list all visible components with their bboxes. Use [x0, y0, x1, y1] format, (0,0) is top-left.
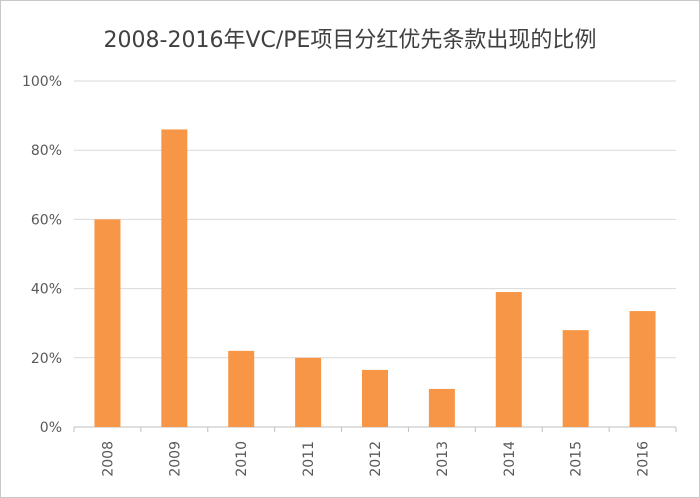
x-tick-label: 2013: [435, 441, 451, 477]
bar-2013: [428, 388, 455, 427]
bar-2015: [562, 330, 589, 427]
x-tick-label: 2009: [167, 441, 183, 477]
bar-2011: [295, 357, 322, 427]
bar-2016: [629, 311, 656, 427]
x-tick-label: 2015: [569, 441, 585, 477]
x-tick-label: 2010: [234, 441, 250, 477]
x-tick-label: 2011: [301, 441, 317, 477]
y-tick-label: 0%: [40, 420, 62, 436]
bar-2009: [161, 129, 188, 427]
x-tick-label: 2014: [502, 441, 518, 477]
x-tick-label: 2012: [368, 441, 384, 477]
x-tick-label: 2016: [636, 441, 652, 477]
x-tick-label: 2008: [100, 441, 116, 477]
chart-title: 2008-2016年VC/PE项目分红优先条款出现的比例: [103, 28, 597, 53]
y-tick-label: 80%: [31, 143, 62, 159]
y-tick-label: 60%: [31, 212, 62, 228]
bar-2014: [495, 292, 522, 427]
bar-2008: [94, 219, 121, 427]
y-tick-label: 20%: [31, 351, 62, 367]
y-tick-label: 100%: [22, 74, 62, 90]
bar-2012: [362, 369, 388, 427]
y-tick-label: 40%: [31, 282, 62, 298]
bar-2010: [228, 350, 255, 427]
